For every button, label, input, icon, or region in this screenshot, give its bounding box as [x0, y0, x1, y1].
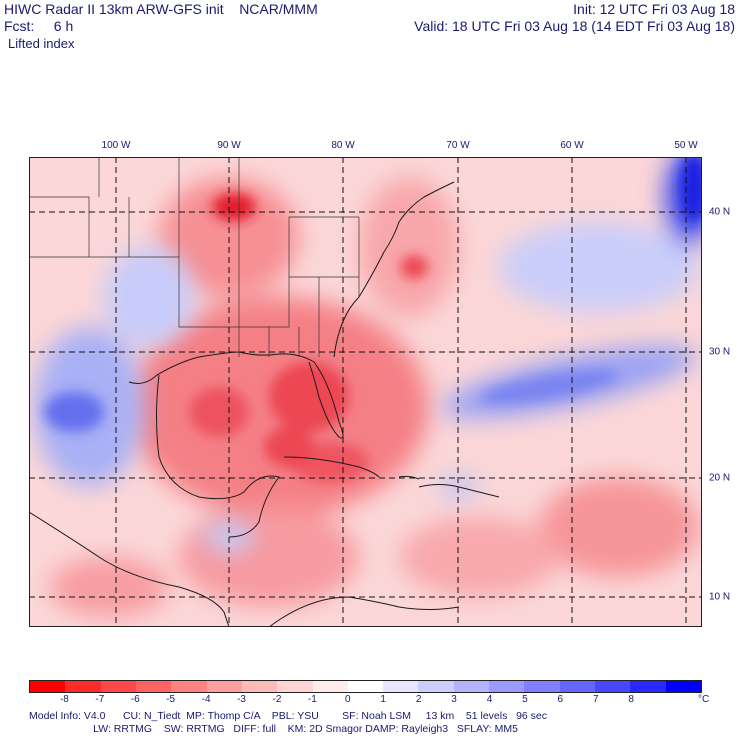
color-bar-tick-label: -5: [166, 694, 176, 705]
color-bar-segment: [312, 681, 348, 692]
model-title: HIWC Radar II 13km ARW-GFS init NCAR/MMM: [4, 1, 318, 17]
color-bar-tick-label: -2: [272, 694, 282, 705]
lon-label-90w: 90 W: [217, 140, 241, 151]
color-bar: [29, 680, 702, 693]
lifted-index-map: [29, 157, 702, 627]
color-bar-tick-label: 6: [557, 694, 564, 705]
color-bar-segment: [347, 681, 384, 692]
color-bar-tick-label: 8: [628, 694, 634, 705]
color-bar-segment: [383, 681, 419, 692]
map-frame: [29, 157, 702, 627]
color-bar-tick-label: -6: [130, 694, 140, 705]
color-bar-tick-label: 0: [345, 694, 351, 705]
color-bar-segment: [524, 681, 560, 692]
color-bar-tick-label: -3: [237, 694, 246, 705]
color-bar-segment: [418, 681, 454, 692]
color-bar-segment: [171, 681, 207, 692]
state-borders: [29, 157, 360, 357]
lon-label-80w: 80 W: [331, 140, 355, 151]
color-bar-tick-label: -1: [307, 694, 317, 705]
model-info-line2: LW: RRTMG SW: RRTMG DIFF: full KM: 2D Sm…: [29, 723, 518, 735]
color-bar-tick-label: -7: [95, 694, 105, 705]
color-bar-segment: [30, 681, 66, 692]
lon-label-100w: 100 W: [101, 140, 131, 151]
field-name: Lifted index: [8, 36, 75, 51]
color-bar-segment: [100, 681, 136, 692]
color-bar-tick-label: 4: [486, 694, 493, 705]
map-canvas: [29, 157, 702, 627]
color-bar-segment: [453, 681, 490, 692]
forecast-hour: Fcst: 6 h: [4, 18, 74, 34]
color-bar-segment: [665, 681, 701, 692]
color-bar-segment: [65, 681, 101, 692]
color-bar-segment: [559, 681, 595, 692]
lat-label-40n: 40 N: [709, 206, 731, 218]
lon-label-50w: 50 W: [674, 140, 698, 151]
color-bar-tick-label: 2: [415, 694, 422, 705]
color-bar-tick-label: -8: [59, 694, 69, 705]
model-info-line1: Model Info: V4.0 CU: N_Tiedt MP: Thomp C…: [29, 710, 548, 722]
strong-positive-cores: [44, 157, 702, 432]
lat-label-10n: 10 N: [709, 591, 731, 603]
lat-label-30n: 30 N: [709, 346, 731, 358]
lat-lon-grid: [29, 157, 702, 627]
lon-label-70w: 70 W: [446, 140, 470, 151]
color-bar-segment: [277, 681, 313, 692]
color-bar-segment: [135, 681, 172, 692]
color-bar-segment: [489, 681, 525, 692]
color-bar-tick-label: -4: [201, 694, 211, 705]
color-bar-segment: [206, 681, 242, 692]
color-bar-segment: [595, 681, 631, 692]
color-bar-tick-label: 3: [451, 694, 457, 705]
color-bar-unit: °C: [698, 694, 710, 705]
color-bar-tick-label: 1: [380, 694, 386, 705]
valid-time: Valid: 18 UTC Fri 03 Aug 18 (14 EDT Fri …: [414, 18, 735, 34]
lon-label-60w: 60 W: [560, 140, 584, 151]
coastlines: [29, 181, 500, 627]
color-bar-segment: [630, 681, 666, 692]
lat-label-20n: 20 N: [709, 472, 731, 484]
color-bar-segment: [241, 681, 278, 692]
color-bar-tick-label: 7: [592, 694, 599, 705]
init-time: Init: 12 UTC Fri 03 Aug 18: [573, 1, 735, 17]
strong-negative-cores: [189, 193, 428, 482]
color-bar-tick-label: 5: [522, 694, 528, 705]
